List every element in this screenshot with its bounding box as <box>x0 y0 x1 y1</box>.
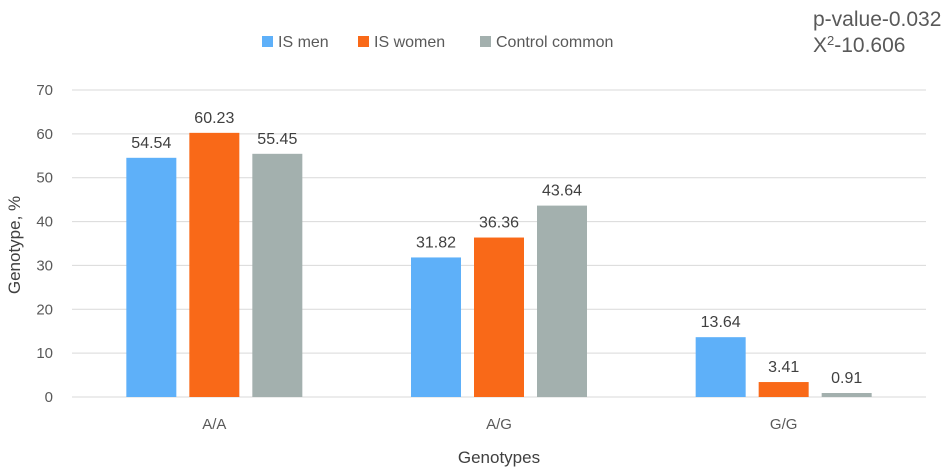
x-axis-ticks: A/A A/G G/G <box>202 416 797 433</box>
bar-is-women-AG <box>474 237 524 397</box>
legend-swatch <box>262 36 273 47</box>
bar-control-common-AA <box>252 153 303 397</box>
y-tick-label: 30 <box>36 257 53 274</box>
bars <box>126 132 872 397</box>
legend-item-control-common: Control common <box>480 34 613 51</box>
legend: IS men IS women Control common <box>262 34 613 51</box>
x-tick-label: A/A <box>202 416 226 433</box>
data-label: 43.64 <box>542 183 582 200</box>
bar-is-men-GG <box>695 337 746 397</box>
x-tick-label: G/G <box>770 416 798 433</box>
y-tick-label: 40 <box>36 214 53 231</box>
y-tick-label: 20 <box>36 301 53 318</box>
x-axis-title: Genotypes <box>458 448 540 467</box>
bar-is-women-AA <box>189 132 240 397</box>
legend-item-is-women: IS women <box>358 34 445 51</box>
p-value-annotation: p-value-0.032 <box>813 8 941 31</box>
bar-is-men-AG <box>411 257 461 397</box>
bar-is-men-AA <box>126 157 177 397</box>
data-label: 55.45 <box>257 131 297 148</box>
y-tick-label: 60 <box>36 126 53 143</box>
data-label: 54.54 <box>131 135 171 152</box>
statistics-annotation: p-value-0.032 X2-10.606 <box>813 8 941 57</box>
data-label: 36.36 <box>479 215 519 232</box>
chi-square-value: -10.606 <box>834 34 905 57</box>
y-tick-label: 0 <box>45 389 53 406</box>
bar-is-women-GG <box>758 382 809 397</box>
data-labels: 54.54 60.23 55.45 31.82 36.36 43.64 13.64 3.41 0… <box>131 110 862 387</box>
legend-label: IS men <box>278 34 329 51</box>
data-label: 13.64 <box>701 314 741 331</box>
chi-square-symbol: X <box>813 34 827 57</box>
legend-swatch <box>480 36 491 47</box>
x-tick-label: A/G <box>486 416 512 433</box>
legend-swatch <box>358 36 369 47</box>
bar-control-common-AG <box>537 205 587 397</box>
y-axis-ticks: 0 10 20 30 40 50 60 70 <box>36 82 53 406</box>
y-tick-label: 70 <box>36 82 53 99</box>
data-label: 0.91 <box>831 370 862 387</box>
data-label: 60.23 <box>194 110 234 127</box>
chi-square-superscript: 2 <box>827 33 834 48</box>
legend-label: Control common <box>496 34 613 51</box>
y-tick-label: 10 <box>36 345 53 362</box>
bar-control-common-GG <box>821 393 872 397</box>
legend-item-is-men: IS men <box>262 34 329 51</box>
data-label: 31.82 <box>416 234 456 251</box>
y-tick-label: 50 <box>36 170 53 187</box>
y-axis-title: Genotype, % <box>5 196 24 294</box>
chi-square-annotation: X2-10.606 <box>813 33 905 57</box>
legend-label: IS women <box>374 34 445 51</box>
data-label: 3.41 <box>768 359 799 376</box>
